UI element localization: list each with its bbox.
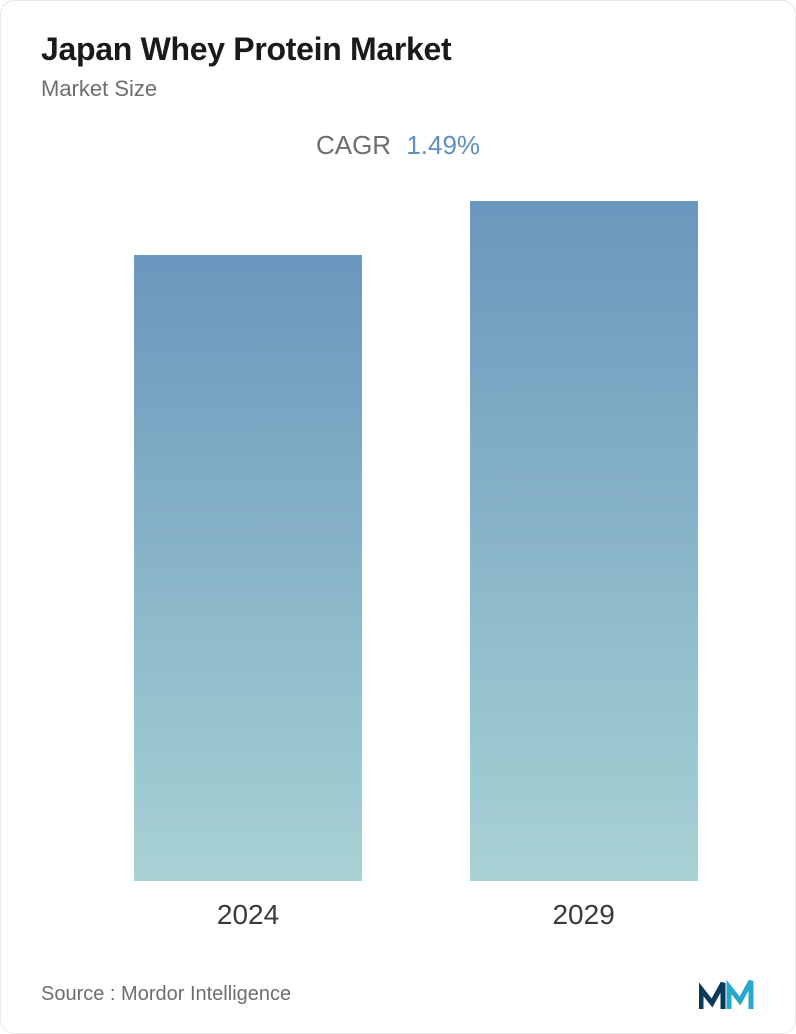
cagr-row: CAGR 1.49% (41, 130, 755, 161)
x-label-2024: 2024 (217, 899, 279, 931)
footer: Source : Mordor Intelligence (41, 977, 755, 1011)
bar-2029 (470, 201, 698, 881)
source-text: Source : Mordor Intelligence (41, 983, 291, 1006)
mordor-logo-icon (699, 977, 755, 1011)
bar-2024 (134, 255, 362, 881)
cagr-value: 1.49% (406, 130, 480, 160)
x-label-2029: 2029 (552, 899, 614, 931)
page-title: Japan Whey Protein Market (41, 31, 755, 68)
bar-chart (41, 201, 755, 881)
cagr-label: CAGR (316, 130, 391, 160)
page-subtitle: Market Size (41, 76, 755, 102)
x-axis-labels: 2024 2029 (41, 899, 755, 949)
